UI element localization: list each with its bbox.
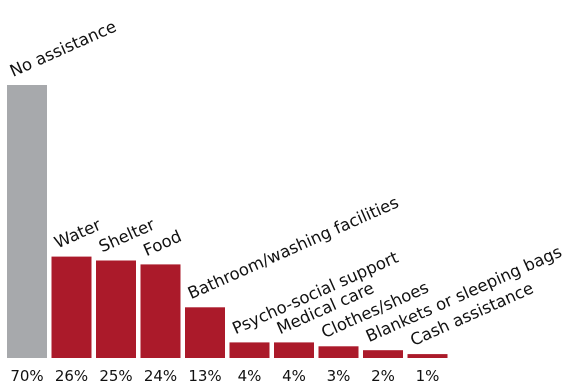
value-label-no-assistance: 70% [10, 367, 43, 385]
bar-psycho-social-support [229, 342, 270, 358]
bar-cash-assistance [407, 354, 448, 358]
bar-food [140, 264, 181, 358]
bar-clothes-shoes [318, 346, 359, 358]
value-label-medical-care: 4% [282, 367, 306, 385]
bar-bathroom-washing-facilities [185, 307, 225, 358]
bar-blankets-or-sleeping-bags [363, 350, 403, 358]
value-label-shelter: 25% [99, 367, 132, 385]
bar-no-assistance [7, 85, 47, 358]
category-label-water: Water [51, 215, 103, 252]
bar-water [51, 256, 92, 358]
value-label-food: 24% [144, 367, 177, 385]
value-label-clothes-shoes: 3% [327, 367, 351, 385]
bar-group [7, 85, 448, 358]
bar-shelter [96, 260, 136, 358]
value-label-psycho-social-support: 4% [238, 367, 262, 385]
value-label-group: 70% 26% 25% 24% 13% 4% 4% 3% 2% 1% [10, 367, 439, 385]
value-label-blankets-or-sleeping-bags: 2% [371, 367, 395, 385]
bar-medical-care [274, 342, 314, 358]
value-label-cash-assistance: 1% [416, 367, 440, 385]
value-label-bathroom-washing-facilities: 13% [188, 367, 221, 385]
value-label-water: 26% [55, 367, 88, 385]
category-label-no-assistance: No assistance [7, 17, 119, 81]
